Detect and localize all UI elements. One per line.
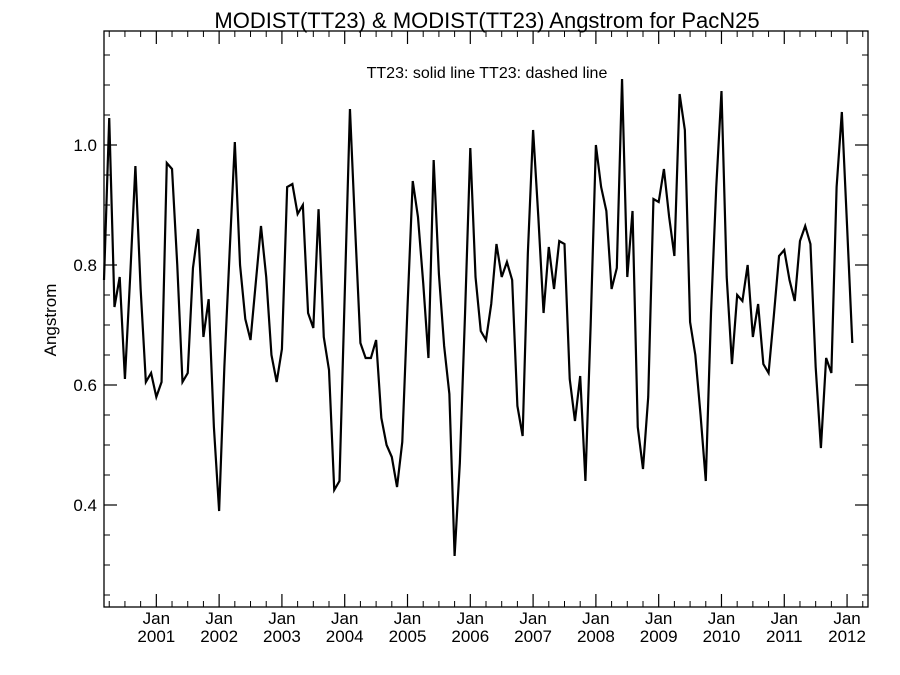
x-tick-year-label: 2007 bbox=[514, 627, 552, 646]
x-tick-year-label: 2006 bbox=[451, 627, 489, 646]
x-tick-month-label: Jan bbox=[331, 609, 358, 628]
x-tick-year-label: 2005 bbox=[389, 627, 427, 646]
x-tick-month-label: Jan bbox=[457, 609, 484, 628]
tick-labels: 0.40.60.81.0Jan2001Jan2002Jan2003Jan2004… bbox=[73, 136, 866, 646]
chart-title: MODIST(TT23) & MODIST(TT23) Angstrom for… bbox=[214, 8, 759, 33]
y-tick-label: 0.4 bbox=[73, 496, 97, 515]
x-tick-month-label: Jan bbox=[708, 609, 735, 628]
x-tick-year-label: 2001 bbox=[137, 627, 175, 646]
x-tick-month-label: Jan bbox=[833, 609, 860, 628]
x-tick-year-label: 2011 bbox=[766, 627, 803, 646]
x-tick-month-label: Jan bbox=[143, 609, 170, 628]
y-axis-label: Angstrom bbox=[41, 284, 60, 357]
x-tick-month-label: Jan bbox=[771, 609, 798, 628]
x-tick-year-label: 2008 bbox=[577, 627, 615, 646]
x-tick-month-label: Jan bbox=[205, 609, 232, 628]
y-tick-label: 1.0 bbox=[73, 136, 97, 155]
y-tick-label: 0.8 bbox=[73, 256, 97, 275]
x-tick-month-label: Jan bbox=[519, 609, 546, 628]
y-tick-label: 0.6 bbox=[73, 376, 97, 395]
x-tick-year-label: 2012 bbox=[828, 627, 866, 646]
x-tick-month-label: Jan bbox=[268, 609, 295, 628]
x-tick-year-label: 2004 bbox=[326, 627, 364, 646]
x-tick-year-label: 2010 bbox=[703, 627, 741, 646]
legend-text: TT23: solid line TT23: dashed line bbox=[367, 65, 608, 82]
x-tick-year-label: 2002 bbox=[200, 627, 238, 646]
x-tick-month-label: Jan bbox=[394, 609, 421, 628]
x-tick-year-label: 2003 bbox=[263, 627, 301, 646]
plot-frame bbox=[103, 30, 869, 608]
series-line-solid bbox=[102, 78, 854, 557]
x-tick-month-label: Jan bbox=[582, 609, 609, 628]
axis-ticks bbox=[104, 31, 868, 607]
series-layer bbox=[102, 78, 854, 557]
x-tick-year-label: 2009 bbox=[640, 627, 678, 646]
x-tick-month-label: Jan bbox=[645, 609, 672, 628]
